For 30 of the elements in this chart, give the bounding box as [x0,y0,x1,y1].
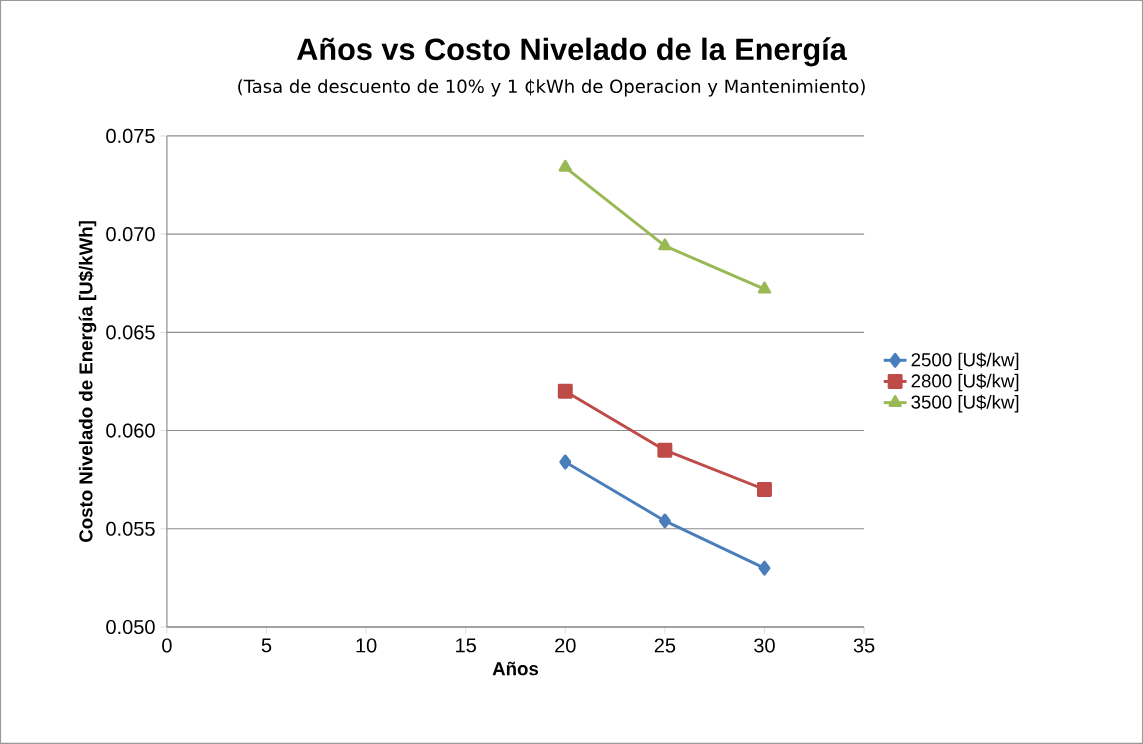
point [658,513,671,529]
point [658,238,672,251]
point [757,281,772,294]
chart-subtitle: (Tasa de descuento de 10% y 1 ₵kWh de Operacion y Mantenimiento) [238,79,865,97]
point [557,383,573,399]
y-tick-label: 0.050 [106,619,155,635]
y-tick-label: 0.055 [106,521,155,536]
y-tick-label: 0.060 [106,423,155,438]
x-tick-label: 5 [261,638,272,653]
x-tick-label: 35 [853,638,875,653]
point [757,482,772,498]
x-tick-label: 15 [456,638,476,653]
x-tick-label: 25 [654,638,676,653]
y-tick-label: 0.065 [106,325,155,340]
x-axis-title: Años [492,661,539,676]
legend-label: 3500 [U$/kw] [911,394,1019,413]
y-tick-label: 0.070 [106,227,155,242]
point [559,454,572,470]
x-tick-label: 30 [754,638,775,653]
y-tick-label: 0.075 [106,128,155,144]
x-tick-label: 20 [555,638,576,653]
point [558,159,572,172]
point [758,560,771,576]
chart-title: Años vs Costo Nivelado de la Energía [296,37,847,67]
legend-label: 2800 [U$/kw] [911,373,1019,392]
point [657,442,673,458]
legend-label: 2500 [U$/kw] [911,352,1019,371]
x-tick-label: 0 [162,638,172,653]
y-axis-title: Costo Nivelado de Energía [U$/kWh] [78,221,97,543]
x-tick-label: 10 [356,638,377,653]
